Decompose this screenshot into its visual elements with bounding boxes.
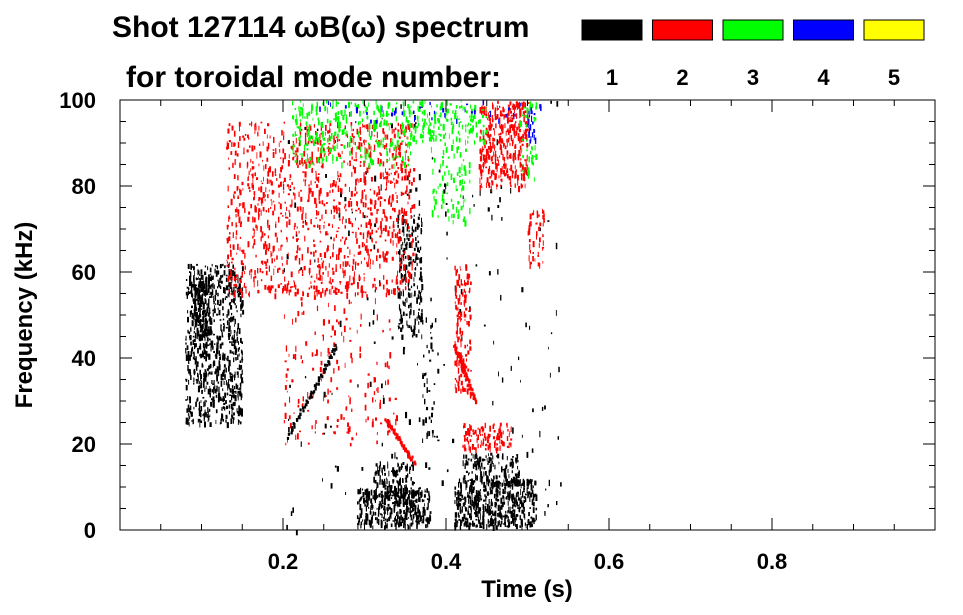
spectral-region-mode-3 [430,144,471,227]
legend-label-mode-5: 5 [888,65,900,90]
spectral-region-mode-1 [397,213,424,340]
spectral-region-mode-4 [528,110,537,144]
legend-label-mode-3: 3 [747,65,759,90]
spectral-region-mode-2 [478,100,530,193]
chirp-feature-mode-2 [453,343,478,405]
spectral-region-mode-3 [407,100,488,146]
spectral-region-mode-2 [283,280,398,447]
legend-swatch-mode-1 [581,19,643,41]
spectral-region-mode-4 [319,100,542,125]
y-tick-label: 0 [84,518,96,543]
legend-label-mode-1: 1 [606,65,618,90]
legend-label-mode-4: 4 [817,65,830,90]
x-tick-label: 0.4 [431,549,462,574]
x-tick-label: 0.2 [268,549,299,574]
y-tick-label: 40 [72,346,96,371]
spectral-region-mode-1 [283,100,562,536]
x-tick-label: 0.8 [757,549,788,574]
x-axis: 0.2 0.4 0.6 0.8 [160,100,895,574]
legend-label-mode-2: 2 [676,65,688,90]
spectral-region-mode-1 [193,281,212,342]
chart-title-line1: Shot 127114 ωB(ω) spectrum [112,11,529,44]
legend-swatch-mode-2 [652,19,713,41]
legend-swatch-mode-5 [863,19,925,41]
spectral-region-mode-1 [454,478,538,531]
spectral-region-mode-2 [226,121,416,300]
y-tick-label: 60 [72,260,96,285]
spectral-region-mode-1 [422,317,440,443]
legend-swatch-mode-3 [722,19,784,41]
spectral-region-mode-2 [454,264,472,399]
y-tick-label: 100 [59,88,96,113]
chirp-feature-mode-1 [286,343,337,440]
spectral-region-mode-3 [292,100,415,169]
chart-title-line2: for toroidal mode number: [126,61,501,94]
x-axis-label: Time (s) [481,576,573,603]
y-axis: 0 20 40 60 80 100 [59,88,935,543]
legend: 1 2 3 4 5 [581,19,925,90]
spectral-region-mode-1 [373,461,415,502]
spectral-region-mode-1 [462,452,521,488]
y-axis-label: Frequency (kHz) [11,222,38,409]
spectral-region-mode-2 [527,208,545,269]
y-tick-label: 80 [72,174,96,199]
y-tick-label: 20 [72,432,96,457]
data-layer [185,100,562,536]
legend-swatch-mode-4 [793,19,854,41]
x-tick-label: 0.6 [594,549,625,574]
spectral-region-mode-2 [462,422,513,454]
chirp-feature-mode-2 [384,418,417,466]
